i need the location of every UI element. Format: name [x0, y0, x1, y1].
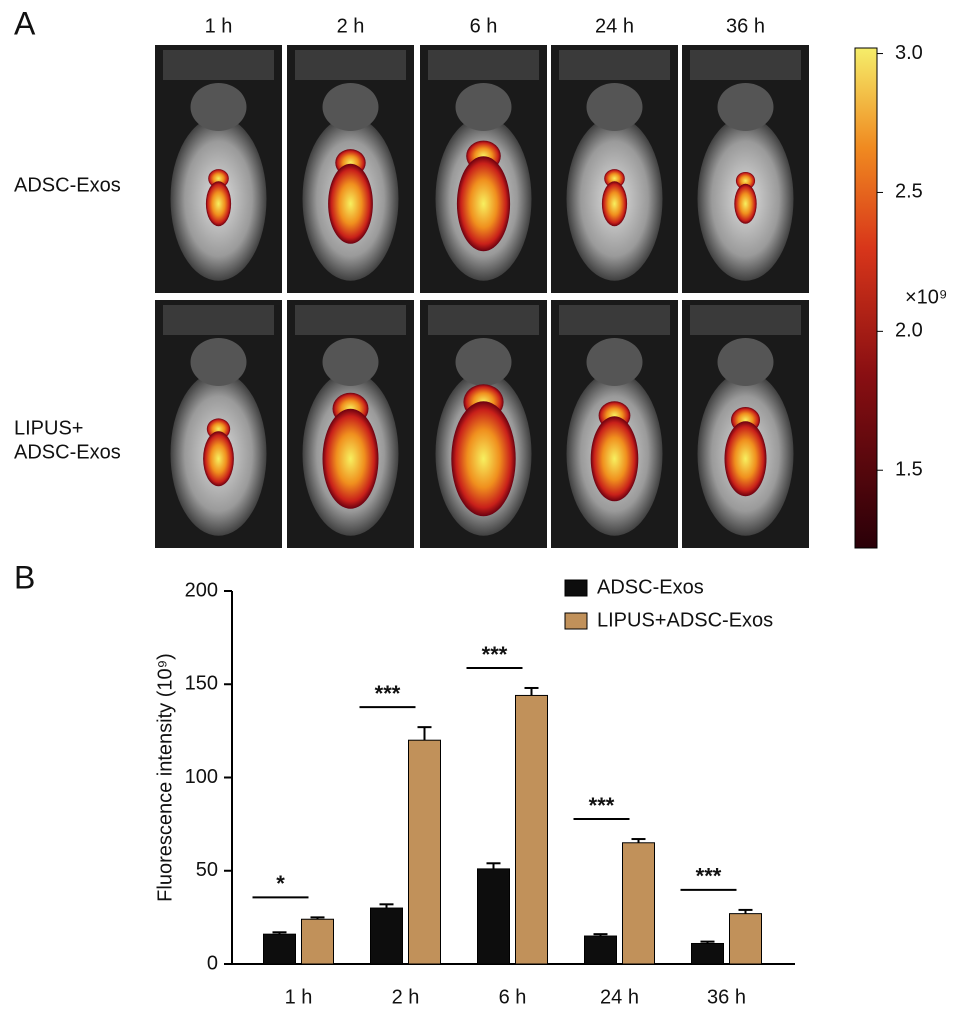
signal-blob	[205, 181, 232, 227]
signal-blob	[451, 401, 516, 517]
y-tick-label: 150	[185, 673, 218, 695]
bar	[622, 842, 655, 965]
y-tick-label: 200	[185, 579, 218, 601]
mouse-head	[586, 338, 643, 386]
signal-blob	[208, 169, 229, 188]
x-tick-label: 6 h	[499, 986, 527, 1008]
signal-blob	[604, 169, 625, 188]
legend-label: LIPUS+ADSC-Exos	[597, 609, 773, 631]
bar	[301, 918, 334, 965]
image-stripe	[295, 305, 406, 335]
signal-blob	[735, 171, 756, 190]
column-header: 24 h	[595, 15, 634, 37]
signal-blob	[203, 431, 234, 487]
image-stripe	[690, 305, 801, 335]
column-header: 6 h	[470, 15, 498, 37]
colorbar	[854, 47, 878, 549]
bar	[477, 868, 510, 965]
y-tick-label: 50	[196, 859, 218, 881]
signal-blob	[601, 181, 628, 227]
bar	[691, 942, 724, 965]
bar	[515, 694, 548, 965]
colorbar-tick-label: 2.0	[895, 320, 923, 342]
bar	[370, 907, 403, 965]
x-tick-label: 2 h	[392, 986, 420, 1008]
bar	[584, 935, 617, 965]
x-tick-label: 1 h	[285, 986, 313, 1008]
colorbar-tick-label: 2.5	[895, 181, 923, 203]
image-stripe	[163, 50, 274, 80]
column-header: 36 h	[726, 15, 765, 37]
row-label: ADSC-Exos	[14, 175, 121, 197]
mouse-head	[322, 338, 379, 386]
column-header: 1 h	[205, 15, 233, 37]
bar	[729, 913, 762, 965]
legend-swatch	[564, 612, 588, 630]
colorbar-tick-label: 1.5	[895, 459, 923, 481]
panel-label: B	[14, 559, 35, 595]
mouse-head	[190, 83, 247, 131]
signal-blob	[590, 416, 639, 502]
image-stripe	[428, 305, 539, 335]
signal-blob	[734, 183, 757, 224]
y-tick-label: 0	[207, 952, 218, 974]
image-stripe	[690, 50, 801, 80]
colorbar-label: ×10⁹	[905, 286, 948, 308]
image-stripe	[295, 50, 406, 80]
panel-label: A	[14, 5, 36, 41]
signal-blob	[328, 163, 373, 244]
significance-label: ***	[482, 642, 508, 667]
row-label: LIPUS+	[14, 418, 83, 440]
legend-label: ADSC-Exos	[597, 576, 704, 598]
image-stripe	[559, 305, 670, 335]
significance-label: *	[276, 871, 285, 896]
signal-blob	[456, 156, 511, 252]
significance-label: ***	[589, 793, 615, 818]
x-tick-label: 24 h	[600, 986, 639, 1008]
y-tick-label: 100	[185, 766, 218, 788]
signal-blob	[724, 421, 767, 497]
bar	[263, 933, 296, 965]
significance-label: ***	[375, 681, 401, 706]
colorbar-tick-label: 3.0	[895, 42, 923, 64]
mouse-head	[455, 83, 512, 131]
mouse-head	[586, 83, 643, 131]
image-stripe	[163, 305, 274, 335]
mouse-head	[190, 338, 247, 386]
mouse-head	[322, 83, 379, 131]
y-axis-label: Fluorescence intensity (10⁹)	[154, 653, 176, 902]
legend-swatch	[564, 579, 588, 597]
column-header: 2 h	[337, 15, 365, 37]
significance-label: ***	[696, 864, 722, 889]
mouse-head	[455, 338, 512, 386]
mouse-head	[717, 83, 774, 131]
x-tick-label: 36 h	[707, 986, 746, 1008]
image-stripe	[428, 50, 539, 80]
bar	[408, 739, 441, 965]
mouse-head	[717, 338, 774, 386]
row-label: ADSC-Exos	[14, 442, 121, 464]
image-stripe	[559, 50, 670, 80]
signal-blob	[322, 408, 379, 509]
